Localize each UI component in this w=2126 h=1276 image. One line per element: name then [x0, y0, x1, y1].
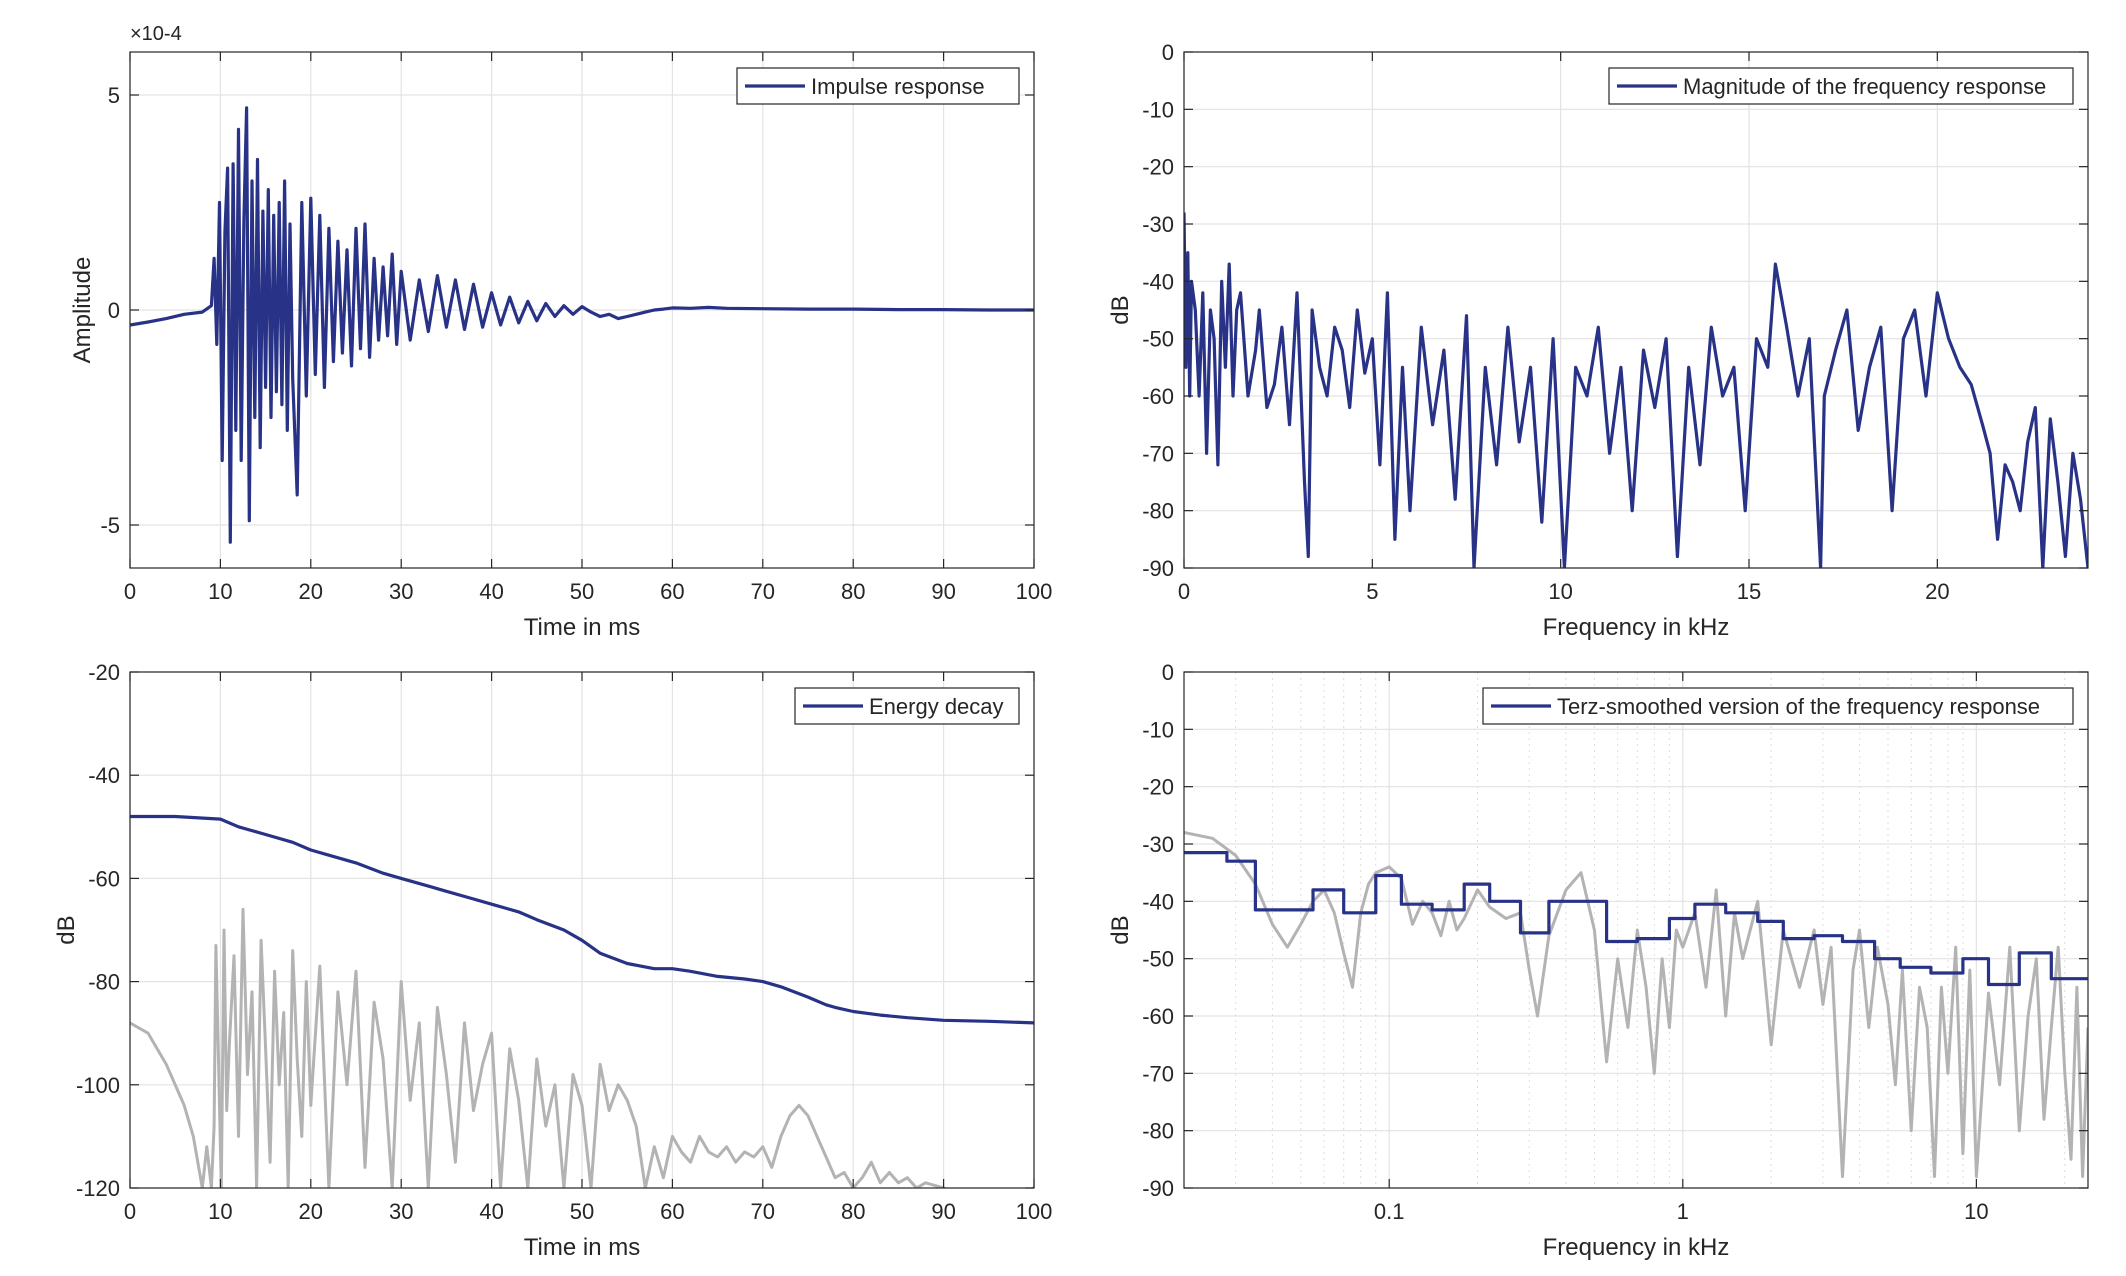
energy-panel: 0 10 20 30 40 50 60 70 80 90 100 -20 -40 -60 -80 -100 -1… — [53, 660, 1052, 1261]
terz-axes-frame — [1183, 671, 2089, 1189]
energy-series-line-1 — [130, 814, 1034, 1025]
terz-series-line-1 — [1184, 850, 2088, 987]
energy-x-axis-label: Time in ms — [524, 1234, 640, 1261]
impulse-ticks: 0 10 20 30 40 50 60 70 80 90 100 -5 0 5 — [100, 52, 1052, 604]
energy-y-tick-label: -20 — [88, 660, 120, 685]
magnitude-legend-box — [1608, 67, 2074, 105]
magnitude-plot-area — [1184, 52, 2088, 568]
impulse-x-tick-label: 90 — [931, 579, 955, 604]
terz-y-axis-label: dB — [1107, 915, 1134, 944]
impulse-x-axis-label: Time in ms — [524, 614, 640, 641]
magnitude-panel: 0 5 10 15 20 0 -10 -20 -30 -40 -50 -60 -70 -80 -90 Freq… — [1107, 40, 2089, 641]
energy-x-tick-label: 10 — [208, 1199, 232, 1224]
magnitude-axes-frame — [1183, 51, 2089, 569]
impulse-x-tick-label: 20 — [299, 579, 323, 604]
magnitude-x-tick-label: 5 — [1366, 579, 1378, 604]
terz-y-tick-label: -80 — [1142, 1119, 1174, 1144]
energy-legend-entry: Energy decay — [869, 694, 1004, 719]
energy-x-tick-label: 50 — [570, 1199, 594, 1224]
magnitude-y-tick-label: -20 — [1142, 155, 1174, 180]
impulse-x-tick-label: 50 — [570, 579, 594, 604]
terz-ticks: 0.1 1 10 0 -10 -20 -30 -40 -50 -60 -70 -80 -90 — [1142, 660, 2088, 1224]
impulse-x-tick-label: 40 — [479, 579, 503, 604]
energy-x-tick-label: 30 — [389, 1199, 413, 1224]
magnitude-x-tick-label: 10 — [1548, 579, 1572, 604]
terz-x-axis-label: Frequency in kHz — [1543, 1234, 1730, 1261]
terz-y-tick-label: -10 — [1142, 717, 1174, 742]
terz-x-tick-label: 10 — [1964, 1199, 1988, 1224]
energy-x-tick-label: 0 — [124, 1199, 136, 1224]
terz-y-tick-label: 0 — [1162, 660, 1174, 685]
impulse-panel: 0 10 20 30 40 50 60 70 80 90 100 -5 0 5 ×10-4 Time in m… — [69, 23, 1052, 641]
energy-series-line-0 — [130, 907, 1034, 1188]
magnitude-series-line-0 — [1184, 212, 2088, 568]
terz-x-tick-label: 1 — [1677, 1199, 1689, 1224]
terz-panel: 0.1 1 10 0 -10 -20 -30 -40 -50 -60 -70 -80 -90 Freque… — [1107, 660, 2089, 1261]
impulse-y-tick-label: 5 — [108, 83, 120, 108]
energy-y-axis-label: dB — [53, 915, 80, 944]
impulse-y-tick-label: 0 — [108, 298, 120, 323]
magnitude-x-axis-label: Frequency in kHz — [1543, 614, 1730, 641]
magnitude-ticks: 0 5 10 15 20 0 -10 -20 -30 -40 -50 -60 -70 -80 -90 — [1142, 40, 2088, 604]
terz-y-tick-label: -30 — [1142, 832, 1174, 857]
magnitude-x-tick-label: 0 — [1178, 579, 1190, 604]
terz-legend-entry: Terz-smoothed version of the frequency r… — [1557, 694, 2040, 719]
impulse-x-tick-label: 80 — [841, 579, 865, 604]
magnitude-legend: Magnitude of the frequency response — [1608, 67, 2074, 105]
impulse-x-tick-label: 60 — [660, 579, 684, 604]
energy-x-tick-label: 100 — [1016, 1199, 1053, 1224]
terz-y-tick-label: -90 — [1142, 1176, 1174, 1201]
terz-y-tick-label: -50 — [1142, 947, 1174, 972]
energy-y-tick-label: -100 — [76, 1073, 120, 1098]
energy-y-tick-label: -40 — [88, 763, 120, 788]
energy-y-tick-label: -80 — [88, 970, 120, 995]
impulse-legend: Impulse response — [736, 67, 1020, 105]
magnitude-x-tick-label: 20 — [1925, 579, 1949, 604]
magnitude-y-tick-label: -30 — [1142, 212, 1174, 237]
energy-x-tick-label: 60 — [660, 1199, 684, 1224]
impulse-legend-entry: Impulse response — [811, 74, 985, 99]
energy-ticks: 0 10 20 30 40 50 60 70 80 90 100 -20 -40 -60 -80 -100 -1… — [76, 660, 1052, 1224]
impulse-x-tick-label: 100 — [1016, 579, 1053, 604]
impulse-x-tick-label: 10 — [208, 579, 232, 604]
terz-legend-box — [1482, 687, 2074, 725]
impulse-x-tick-label: 70 — [751, 579, 775, 604]
impulse-series — [130, 106, 1034, 544]
magnitude-y-tick-label: 0 — [1162, 40, 1174, 65]
magnitude-x-tick-label: 15 — [1737, 579, 1761, 604]
terz-y-tick-label: -20 — [1142, 775, 1174, 800]
magnitude-y-axis-label: dB — [1107, 295, 1134, 324]
magnitude-y-tick-label: -60 — [1142, 384, 1174, 409]
terz-y-tick-label: -40 — [1142, 889, 1174, 914]
terz-x-tick-label: 0.1 — [1374, 1199, 1405, 1224]
magnitude-y-tick-label: -80 — [1142, 499, 1174, 524]
impulse-series-line-0 — [130, 106, 1034, 544]
energy-x-tick-label: 40 — [479, 1199, 503, 1224]
magnitude-y-tick-label: -10 — [1142, 97, 1174, 122]
energy-legend: Energy decay — [794, 687, 1020, 725]
energy-y-tick-label: -60 — [88, 866, 120, 891]
terz-legend: Terz-smoothed version of the frequency r… — [1482, 687, 2074, 725]
impulse-x-tick-label: 30 — [389, 579, 413, 604]
energy-x-tick-label: 80 — [841, 1199, 865, 1224]
impulse-y-exponent: ×10-4 — [130, 23, 182, 45]
terz-series — [1184, 831, 2088, 1178]
energy-y-tick-label: -120 — [76, 1176, 120, 1201]
impulse-y-tick-label: -5 — [100, 513, 120, 538]
energy-x-tick-label: 20 — [299, 1199, 323, 1224]
energy-series — [130, 814, 1034, 1188]
magnitude-y-tick-label: -50 — [1142, 327, 1174, 352]
impulse-x-tick-label: 0 — [124, 579, 136, 604]
magnitude-y-tick-label: -90 — [1142, 556, 1174, 581]
terz-y-tick-label: -70 — [1142, 1061, 1174, 1086]
magnitude-legend-entry: Magnitude of the frequency response — [1683, 74, 2046, 99]
energy-x-tick-label: 90 — [931, 1199, 955, 1224]
impulse-y-axis-label: Amplitude — [69, 257, 96, 364]
magnitude-series — [1184, 212, 2088, 568]
energy-x-tick-label: 70 — [751, 1199, 775, 1224]
terz-y-tick-label: -60 — [1142, 1004, 1174, 1029]
magnitude-y-tick-label: -70 — [1142, 441, 1174, 466]
magnitude-y-tick-label: -40 — [1142, 269, 1174, 294]
